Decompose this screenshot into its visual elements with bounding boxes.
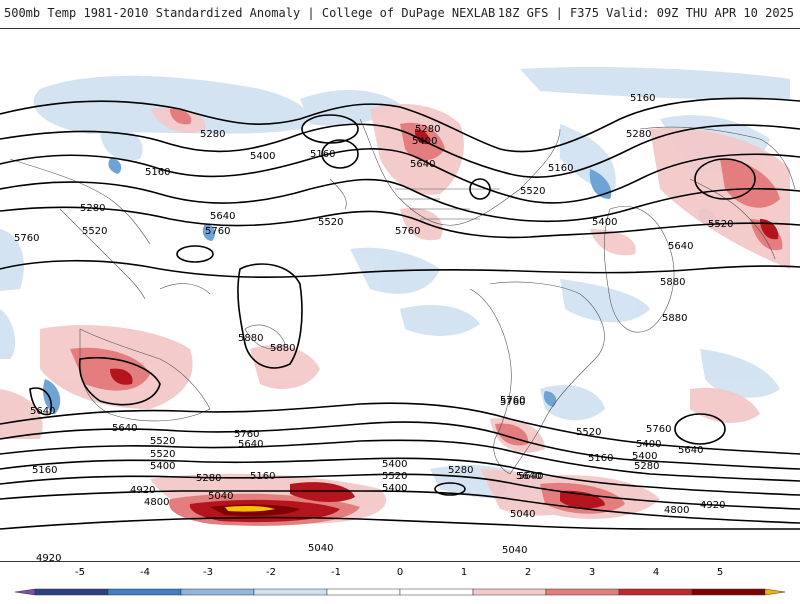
contour-label: 5520	[318, 217, 343, 228]
color-scale-bar: -5 -4 -3 -2 -1 0 1 2 3 4 5	[14, 567, 786, 596]
contour-label: 5280	[200, 129, 225, 140]
contour-label: 5280	[196, 473, 221, 484]
contour-label: 5400	[150, 461, 175, 472]
contour-label: 5880	[270, 343, 295, 354]
color-scale-min-arrow	[14, 588, 36, 596]
contour-label: 5760	[205, 226, 230, 237]
color-scale-tick: -4	[140, 567, 150, 578]
color-scale-segment	[545, 588, 620, 596]
contour-label: 5520	[150, 449, 175, 460]
color-scale-segment	[180, 588, 255, 596]
contour-label: 5640	[518, 471, 543, 482]
negative-anomaly-strong	[43, 158, 716, 495]
height-contours	[0, 97, 800, 530]
color-scale-tick: -3	[203, 567, 213, 578]
contour-label: 5760	[234, 429, 259, 440]
color-scale-segment	[399, 588, 474, 596]
color-scale-segment	[618, 588, 693, 596]
contour-label: 5040	[510, 509, 535, 520]
contour-label: 5400	[632, 451, 657, 462]
contour-label: 5760	[14, 233, 39, 244]
contour-label: 5160	[630, 93, 655, 104]
color-scale-tick: -5	[75, 567, 85, 578]
contour-label: 4920	[700, 500, 725, 511]
contour-label: 5280	[80, 203, 105, 214]
contour-label: 5040	[502, 545, 527, 556]
contour-label: 5520	[82, 226, 107, 237]
color-scale-tick: 4	[653, 567, 659, 578]
contour-label: 5400	[382, 459, 407, 470]
contour-label: 5640	[678, 445, 703, 456]
color-scale-tick: 2	[525, 567, 531, 578]
color-scale-segments	[14, 588, 786, 596]
contour-label: 5880	[660, 277, 685, 288]
contour-label: 4920	[130, 485, 155, 496]
contour-label: 5520	[708, 219, 733, 230]
contour-label: 5280	[448, 465, 473, 476]
contour-label: 5160	[548, 163, 573, 174]
contour-label: 4920	[36, 553, 61, 561]
color-scale-segment	[107, 588, 182, 596]
color-scale-tick: -1	[331, 567, 341, 578]
contour-label: 5760	[395, 226, 420, 237]
contour-label: 5400	[382, 483, 407, 494]
color-scale-tick: 5	[717, 567, 723, 578]
contour-label: 5640	[238, 439, 263, 450]
color-scale-segment	[253, 588, 328, 596]
contour-label: 5640	[112, 423, 137, 434]
color-scale-tick: -2	[266, 567, 276, 578]
map-panel[interactable]: 5160 5280 5400 5160 5280 5520 5640 5760 …	[0, 28, 800, 562]
contour-label: 5760	[500, 397, 525, 408]
coastlines	[9, 118, 796, 475]
contour-label: 5760	[646, 424, 671, 435]
contour-label: 5640	[210, 211, 235, 222]
anomaly-map[interactable]: 5160 5280 5400 5160 5280 5520 5640 5760 …	[0, 29, 800, 561]
color-scale-tick: 3	[589, 567, 595, 578]
contour-label: 5400	[592, 217, 617, 228]
contour-label: 5880	[238, 333, 263, 344]
contour-label: 5280	[415, 124, 440, 135]
contour-label: 5160	[32, 465, 57, 476]
color-scale-segment	[326, 588, 401, 596]
contour-label: 5040	[208, 491, 233, 502]
contour-label: 5160	[145, 167, 170, 178]
contour-label: 5280	[634, 461, 659, 472]
contour-label: 5040	[308, 543, 333, 554]
contour-label: 5880	[662, 313, 687, 324]
contour-label: 5400	[250, 151, 275, 162]
contour-label: 5520	[150, 436, 175, 447]
contour-label: 5160	[588, 453, 613, 464]
contour-label: 5400	[412, 136, 437, 147]
negative-anomaly-shading	[0, 67, 790, 499]
color-scale-segment	[472, 588, 547, 596]
contour-label: 5520	[382, 471, 407, 482]
color-scale-segment	[34, 588, 109, 596]
contour-label: 5760	[500, 395, 525, 406]
contour-label: 5160	[310, 149, 335, 160]
color-scale-segment	[691, 588, 766, 596]
contour-label: 4800	[144, 497, 169, 508]
color-scale: -5 -4 -3 -2 -1 0 1 2 3 4 5	[0, 562, 800, 600]
map-title: 500mb Temp 1981-2010 Standardized Anomal…	[4, 6, 496, 20]
color-scale-max-arrow	[764, 588, 786, 596]
color-scale-tick: 0	[397, 567, 403, 578]
color-scale-tick: 1	[461, 567, 467, 578]
contour-label: 5520	[576, 427, 601, 438]
contour-label: 5640	[668, 241, 693, 252]
color-scale-ticks: -5 -4 -3 -2 -1 0 1 2 3 4 5	[75, 567, 723, 578]
contour-label: 4800	[664, 505, 689, 516]
contour-labels: 5160 5280 5400 5160 5280 5520 5640 5760 …	[14, 93, 733, 561]
contour-label: 5640	[410, 159, 435, 170]
positive-anomaly-extreme	[210, 504, 300, 516]
contour-label: 5640	[516, 471, 541, 482]
model-run-info: 18Z GFS | F375 Valid: 09Z THU APR 10 202…	[497, 6, 794, 20]
contour-label: 5160	[250, 471, 275, 482]
contour-label: 5520	[520, 186, 545, 197]
contour-label: 5280	[626, 129, 651, 140]
contour-label: 5400	[636, 439, 661, 450]
contour-label: 5640	[30, 406, 55, 417]
